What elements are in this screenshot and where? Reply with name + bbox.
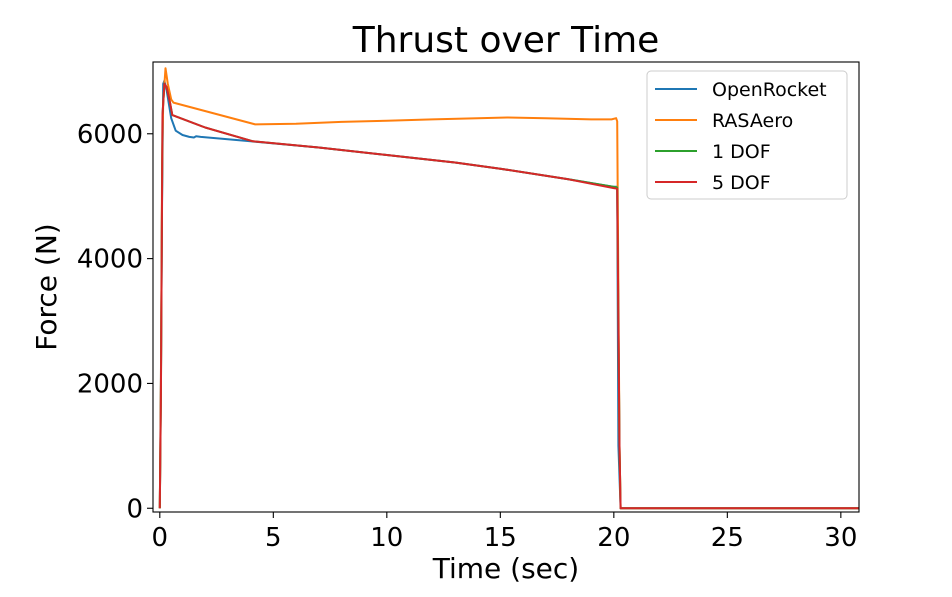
legend: OpenRocket RASAero 1 DOF 5 DOF [646,70,848,200]
series-line-2 [158,67,859,510]
x-tick-label: 15 [484,523,517,553]
x-tick-label: 0 [152,523,169,553]
y-axis-label: Force (N) [30,223,63,350]
x-axis-label: Time (sec) [432,552,579,585]
x-axis-ticks: 0 5 10 15 20 25 30 [152,512,857,553]
legend-label-1: OpenRocket [712,79,827,101]
x-tick-label: 20 [597,523,630,553]
plot-lines [158,67,859,510]
legend-box [646,70,848,200]
chart-title: Thrust over Time [352,20,660,61]
legend-label-2: RASAero [712,110,793,132]
x-tick-label: 5 [265,523,282,553]
x-tick-label: 30 [824,523,857,553]
y-tick-label: 4000 [77,245,143,275]
legend-label-4: 5 DOF [712,172,771,194]
plot-frame [152,61,860,513]
y-tick-label: 6000 [77,120,143,150]
y-tick-label: 0 [126,494,143,524]
legend-label-3: 1 DOF [712,141,771,163]
y-tick-label: 2000 [77,369,143,399]
x-tick-label: 10 [370,523,403,553]
series-line-4 [158,82,859,510]
x-tick-label: 25 [711,523,744,553]
y-axis-ticks: 0 2000 4000 6000 [77,120,153,524]
